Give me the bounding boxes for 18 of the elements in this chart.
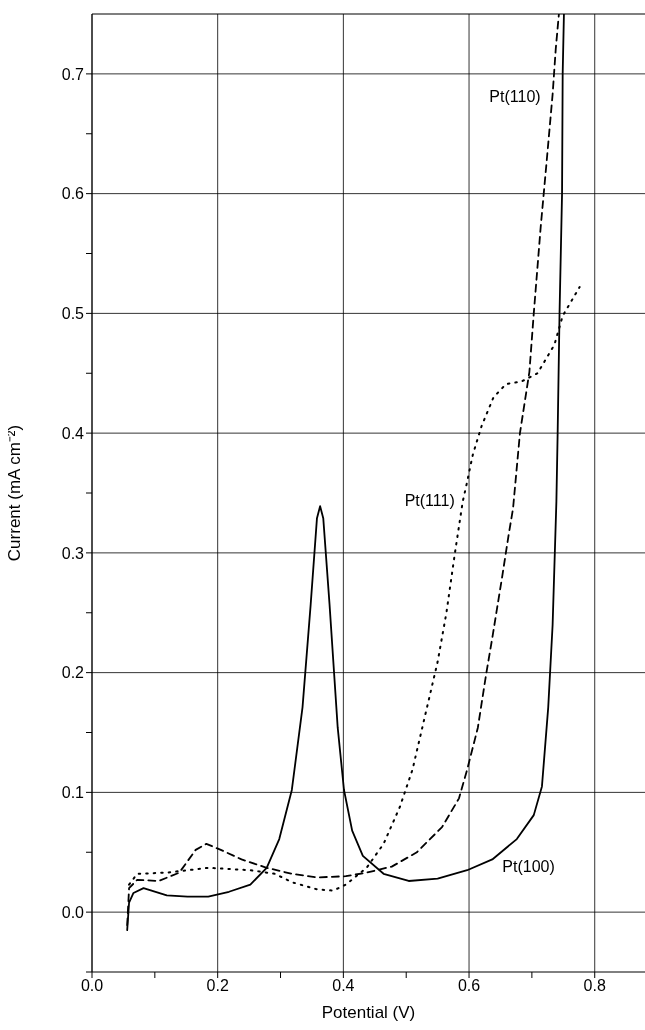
- x-tick-label: 0.2: [206, 977, 229, 995]
- series-label: Pt(100): [502, 857, 555, 875]
- x-tick-label: 0.8: [583, 977, 606, 995]
- x-axis-title: Potential (V): [321, 1003, 416, 1022]
- y-tick-label: 0.5: [61, 305, 85, 323]
- y-tick-label: 0.0: [61, 903, 85, 921]
- series-label: Pt(111): [404, 491, 455, 509]
- y-tick-label: 0.4: [61, 424, 85, 442]
- y-tick-label: 0.1: [61, 784, 85, 802]
- series-label: Pt(110): [489, 88, 541, 106]
- y-axis-title: Current (mA cm⁻²): [5, 424, 25, 562]
- x-tick-label: 0.4: [332, 977, 355, 995]
- x-tick-label: 0.6: [457, 977, 481, 995]
- y-tick-label: 0.6: [61, 185, 85, 203]
- y-tick-label: 0.3: [61, 544, 85, 562]
- y-tick-label: 0.7: [61, 65, 85, 83]
- y-tick-label: 0.2: [61, 664, 85, 682]
- x-tick-label: 0.0: [80, 977, 104, 995]
